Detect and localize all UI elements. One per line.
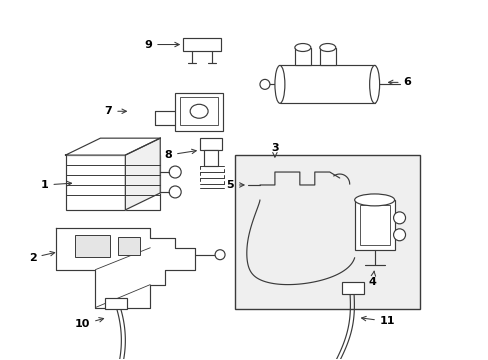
Circle shape bbox=[215, 250, 224, 260]
Bar bbox=[65, 155, 160, 210]
Ellipse shape bbox=[354, 194, 394, 206]
Bar bbox=[359, 205, 389, 245]
Ellipse shape bbox=[274, 66, 285, 103]
Polygon shape bbox=[125, 138, 160, 210]
Bar bbox=[175, 93, 223, 131]
Text: 3: 3 bbox=[270, 143, 278, 157]
Text: 6: 6 bbox=[388, 77, 410, 87]
Polygon shape bbox=[56, 228, 195, 307]
Bar bbox=[279, 66, 374, 103]
Ellipse shape bbox=[319, 44, 335, 51]
Bar bbox=[183, 37, 221, 51]
Text: 11: 11 bbox=[361, 316, 394, 327]
Bar bbox=[235, 155, 419, 310]
Bar bbox=[203, 150, 218, 166]
Text: 1: 1 bbox=[41, 180, 71, 190]
Text: 2: 2 bbox=[29, 251, 55, 263]
Circle shape bbox=[169, 186, 181, 198]
Text: 10: 10 bbox=[75, 318, 103, 329]
Bar bbox=[341, 282, 363, 293]
Ellipse shape bbox=[294, 44, 310, 51]
Text: 7: 7 bbox=[104, 106, 126, 116]
Ellipse shape bbox=[190, 104, 208, 118]
Circle shape bbox=[260, 80, 269, 89]
Ellipse shape bbox=[369, 66, 379, 103]
Text: 5: 5 bbox=[226, 180, 244, 190]
Polygon shape bbox=[65, 138, 160, 155]
Circle shape bbox=[393, 229, 405, 241]
Bar bbox=[319, 48, 335, 66]
Bar bbox=[75, 235, 110, 257]
Bar bbox=[200, 138, 222, 150]
Circle shape bbox=[169, 166, 181, 178]
Circle shape bbox=[393, 212, 405, 224]
Text: 9: 9 bbox=[144, 40, 179, 50]
Text: 8: 8 bbox=[164, 149, 196, 160]
Bar bbox=[105, 298, 127, 310]
Bar bbox=[354, 200, 394, 250]
Bar bbox=[118, 237, 140, 255]
Text: 4: 4 bbox=[368, 271, 376, 287]
Bar bbox=[294, 48, 310, 66]
Bar bbox=[180, 97, 218, 125]
